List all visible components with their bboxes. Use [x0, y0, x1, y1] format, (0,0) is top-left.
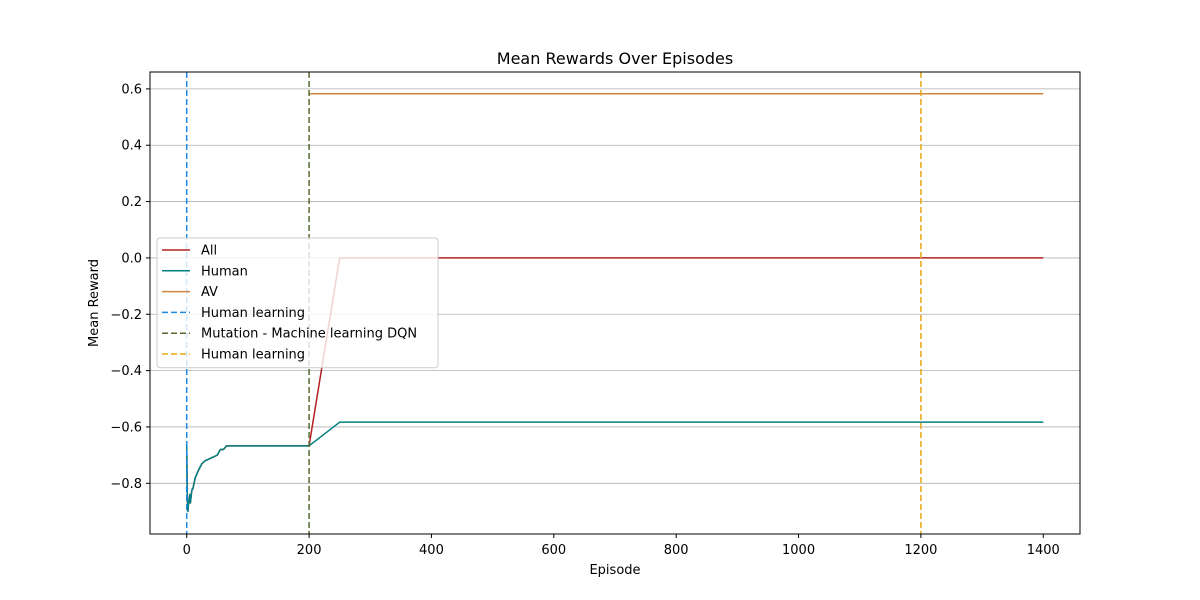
y-tick-label: −0.4 [110, 364, 142, 379]
x-axis-label: Episode [589, 563, 640, 578]
y-tick-label: −0.8 [110, 477, 142, 492]
x-tick-label: 1000 [782, 543, 815, 558]
legend-label: AV [201, 285, 218, 300]
legend: All Human AV Human learning Mutation - Machi… [156, 237, 439, 369]
x-tick-label: 200 [297, 543, 322, 558]
x-tick-label: 1200 [904, 543, 937, 558]
y-tick-label: 0.0 [121, 251, 142, 266]
y-tick-label: −0.2 [110, 308, 142, 323]
y-axis: −0.8 −0.6 −0.4 −0.2 0.0 0.2 0.4 0.6 [110, 82, 150, 492]
x-tick-label: 1400 [1027, 543, 1060, 558]
x-axis: 0 200 400 600 800 1000 1200 1400 [183, 534, 1060, 558]
legend-label: Human [201, 264, 248, 279]
series-line-human [185, 421, 1044, 513]
x-tick-label: 600 [541, 543, 566, 558]
y-tick-label: −0.6 [110, 420, 142, 435]
legend-box [156, 237, 439, 369]
y-tick-label: 0.2 [121, 195, 142, 210]
legend-label: Mutation - Machine learning DQN [201, 327, 417, 342]
legend-label: Human learning [201, 306, 305, 321]
x-tick-label: 0 [183, 543, 191, 558]
legend-label: All [201, 244, 217, 259]
plot-frame [149, 71, 1081, 535]
y-tick-label: 0.6 [121, 82, 142, 97]
chart-title: Mean Rewards Over Episodes [497, 49, 733, 68]
legend-label: Human learning [201, 348, 305, 363]
x-tick-label: 400 [419, 543, 444, 558]
y-axis-label: Mean Reward [87, 259, 102, 347]
y-tick-label: 0.4 [121, 139, 142, 154]
x-tick-label: 800 [664, 543, 689, 558]
